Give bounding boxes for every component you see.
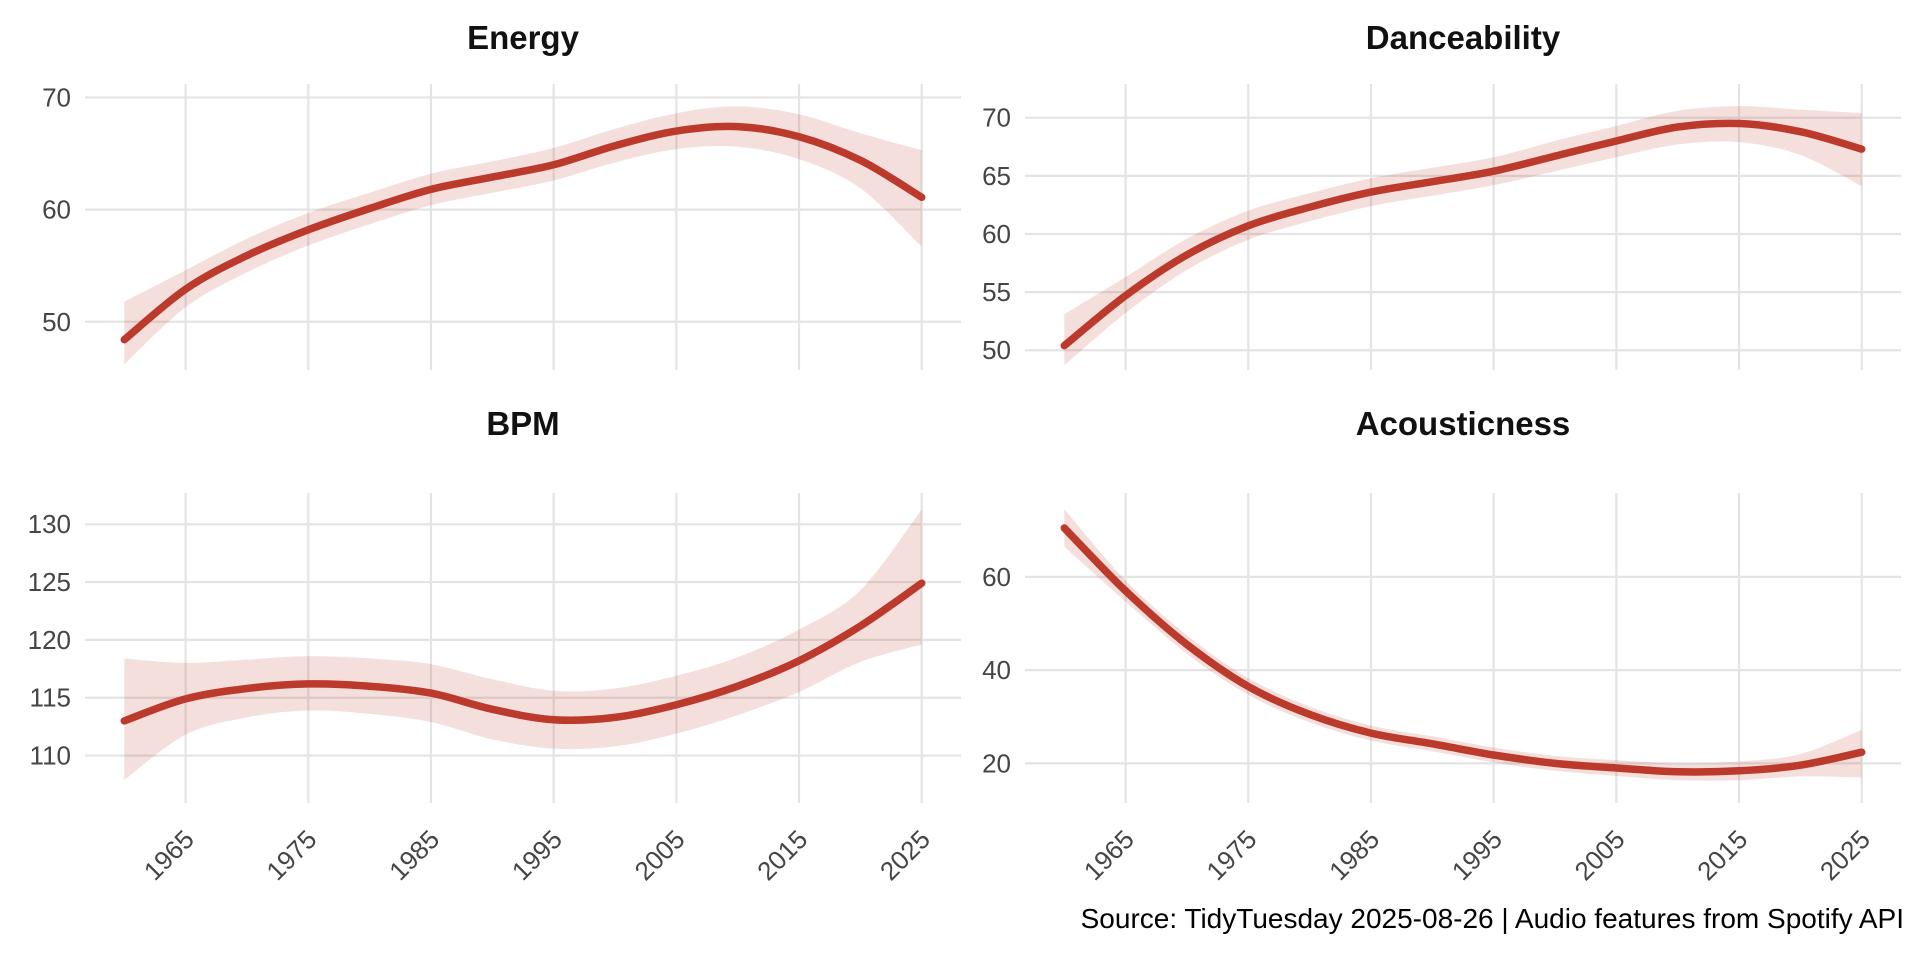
x-tick-label: 1985 bbox=[1323, 824, 1385, 886]
panel-title-acousticness: Acousticness bbox=[1355, 405, 1571, 442]
trend-line bbox=[1060, 524, 1866, 776]
y-tick-label: 60 bbox=[42, 195, 71, 225]
grid bbox=[85, 84, 961, 370]
trend-line bbox=[120, 122, 926, 344]
y-tick-label: 130 bbox=[28, 509, 71, 539]
y-tick-label: 60 bbox=[982, 562, 1011, 592]
trend-line bbox=[1060, 119, 1866, 350]
y-tick-label: 120 bbox=[28, 625, 71, 655]
confidence-ribbon bbox=[1064, 106, 1862, 366]
y-tick-label: 110 bbox=[30, 741, 71, 771]
grid bbox=[85, 493, 961, 803]
confidence-ribbon bbox=[124, 509, 922, 780]
y-tick-label: 40 bbox=[982, 655, 1011, 685]
y-tick-label: 20 bbox=[982, 748, 1011, 778]
y-tick-label: 70 bbox=[982, 103, 1011, 133]
x-tick-label: 2015 bbox=[1691, 824, 1753, 886]
y-tick-label: 115 bbox=[30, 683, 71, 713]
y-tick-label: 50 bbox=[42, 307, 71, 337]
panel-title-danceability: Danceability bbox=[1365, 19, 1561, 56]
y-tick-label: 50 bbox=[982, 335, 1011, 365]
x-tick-label: 1965 bbox=[1078, 824, 1140, 886]
trend-line bbox=[120, 579, 926, 725]
x-tick-label: 2005 bbox=[628, 824, 690, 886]
x-tick-label: 1975 bbox=[260, 824, 322, 886]
confidence-ribbon bbox=[124, 106, 922, 365]
x-tick-label: 1975 bbox=[1200, 824, 1262, 886]
x-tick-label: 2005 bbox=[1568, 824, 1630, 886]
panel-title-bpm: BPM bbox=[486, 405, 560, 442]
panel-bpm: 110 115 120 125 130 1965 1975 1985 1995 2005 2015 2… bbox=[28, 493, 961, 886]
y-tick-label: 70 bbox=[42, 82, 71, 112]
y-tick-label: 60 bbox=[982, 219, 1011, 249]
x-tick-label: 1965 bbox=[138, 824, 200, 886]
x-tick-label: 2025 bbox=[1814, 824, 1876, 886]
panel-acousticness: 20 40 60 1965 1975 1985 1995 2005 2015 2025 bbox=[982, 493, 1901, 886]
x-tick-label: 1985 bbox=[383, 824, 445, 886]
source-caption: Source: TidyTuesday 2025-08-26 | Audio f… bbox=[1080, 903, 1904, 934]
x-tick-label: 1995 bbox=[506, 824, 568, 886]
y-tick-label: 125 bbox=[28, 567, 71, 597]
panel-danceability: 50 55 60 65 70 bbox=[982, 84, 1901, 370]
x-tick-label: 2015 bbox=[751, 824, 813, 886]
panel-title-energy: Energy bbox=[467, 19, 579, 56]
x-tick-label: 1995 bbox=[1446, 824, 1508, 886]
y-tick-label: 55 bbox=[982, 277, 1011, 307]
x-tick-label: 2025 bbox=[874, 824, 936, 886]
y-tick-label: 65 bbox=[982, 161, 1011, 191]
panel-energy: 50 60 70 bbox=[42, 82, 961, 370]
